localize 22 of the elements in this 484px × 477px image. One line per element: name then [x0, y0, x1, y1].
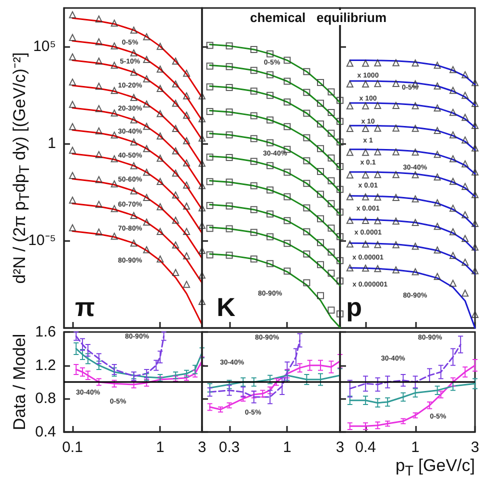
x-tick-label: 0.4	[355, 439, 376, 456]
y-tick-label: 0.4	[35, 424, 56, 440]
x-tick-label: 1	[283, 439, 292, 456]
chart-title: chemical equilibrium	[250, 10, 387, 25]
annotation: p	[346, 292, 362, 322]
y-tick-label: 1	[48, 135, 56, 152]
x-tick-label: 1	[156, 439, 164, 456]
x-tick-label: 1	[411, 439, 420, 456]
x-tick-label: 0.3	[218, 439, 240, 456]
x-tick-label: 0.1	[62, 439, 83, 456]
y-tick-label: 10⁵	[33, 38, 56, 56]
x-tick-label: 3	[470, 439, 480, 456]
x-tick-label: 3	[198, 439, 206, 456]
x-tick-label: 3	[336, 439, 344, 456]
y-tick-label: 1.2	[35, 356, 56, 374]
y-axis-title: Data / Model	[10, 334, 30, 430]
y-tick-label: 1.6	[35, 324, 56, 340]
annotation: K	[216, 292, 236, 322]
y-tick-label: 0.8	[35, 390, 56, 408]
y-tick-label: 10⁻⁵	[28, 232, 56, 249]
annotation: π	[75, 292, 96, 322]
x-axis-title: p$_{T}$ [GeV/c]	[395, 456, 475, 477]
